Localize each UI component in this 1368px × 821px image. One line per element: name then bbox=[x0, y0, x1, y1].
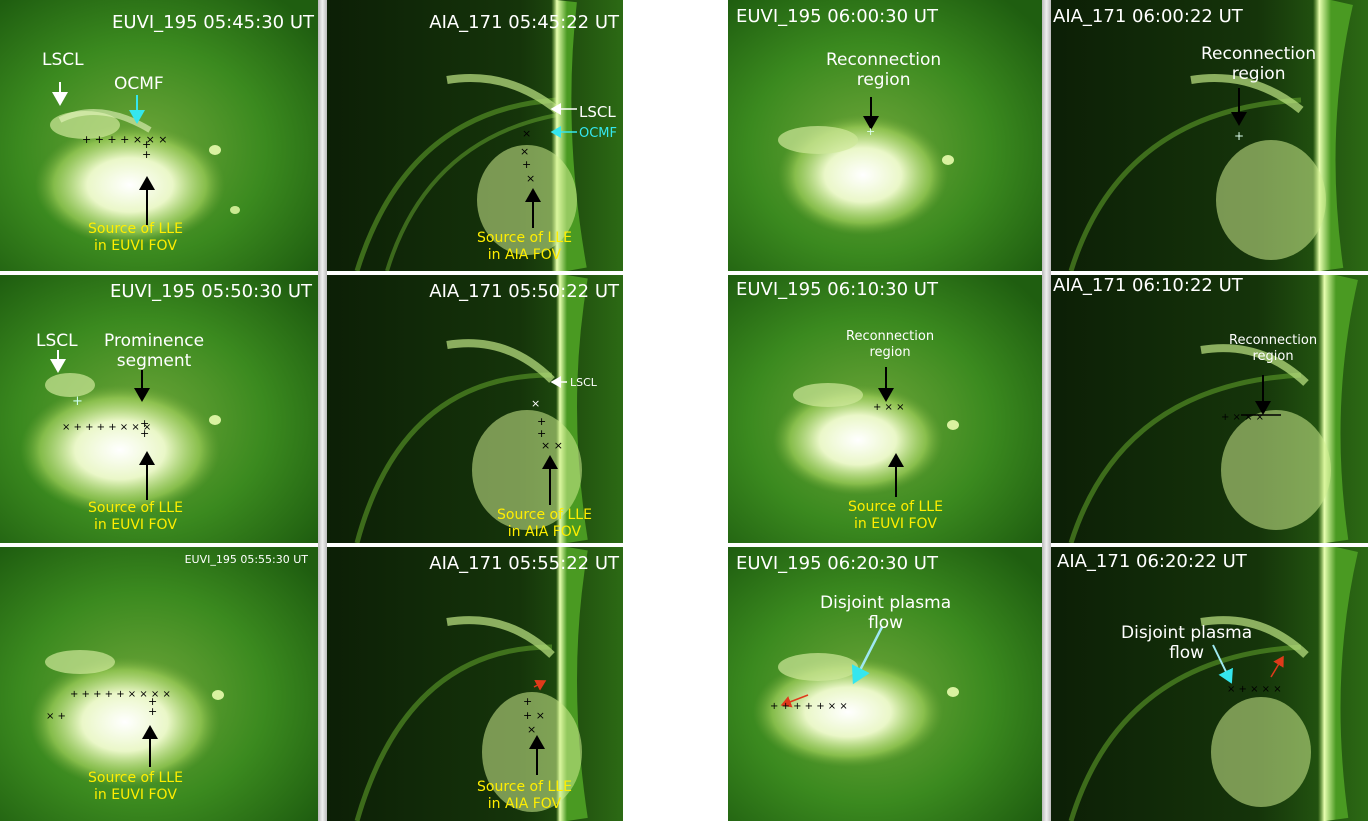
euvi-0610-title: EUVI_195 06:10:30 UT bbox=[736, 279, 938, 300]
ocmf-label: OCMF bbox=[579, 126, 618, 141]
prominence-label: Prominence segment bbox=[104, 331, 205, 371]
euvi-image-0550 bbox=[0, 275, 318, 543]
aia-0600-title: AIA_171 06:00:22 UT bbox=[1053, 6, 1243, 27]
euvi-0545-title: EUVI_195 05:45:30 UT bbox=[112, 12, 314, 33]
panel-separator bbox=[1042, 0, 1051, 821]
euvi-panel-0555: × + + + + + + × × × × + + EUVI_195 05:55… bbox=[0, 547, 318, 821]
source-label: Source of LLE in EUVI FOV bbox=[88, 221, 183, 254]
euvi-panel-0545: + + + + × × × + + EUVI_195 05:45:30 UT L… bbox=[0, 0, 318, 271]
euvi-image-0600 bbox=[728, 0, 1042, 271]
reconnection-label: Reconnection region bbox=[1229, 333, 1318, 364]
euvi-0550-title: EUVI_195 05:50:30 UT bbox=[110, 281, 312, 302]
aia-image-0620 bbox=[1051, 547, 1368, 821]
euvi-image-0545 bbox=[0, 0, 318, 271]
aia-0620-title: AIA_171 06:20:22 UT bbox=[1057, 551, 1247, 572]
lscl-label: LSCL bbox=[42, 50, 84, 70]
euvi-panel-0550: + × + + + + × × × + + EUVI_195 05:50:30 … bbox=[0, 275, 318, 543]
lscl-label: LSCL bbox=[579, 103, 616, 121]
panel-separator bbox=[318, 0, 327, 821]
ocmf-label: OCMF bbox=[114, 74, 164, 94]
aia-panel-0550: × + + × × AIA_171 05:50:22 UT LSCL Sourc… bbox=[327, 275, 623, 543]
euvi-image-0555 bbox=[0, 547, 318, 821]
source-label: Source of LLE in AIA FOV bbox=[497, 507, 592, 540]
aia-image-0555 bbox=[327, 547, 623, 821]
aia-panel-0610: + × × × AIA_171 06:10:22 UT Reconnection… bbox=[1051, 275, 1368, 543]
source-label: Source of LLE in EUVI FOV bbox=[848, 499, 943, 532]
aia-panel-0620: × + × × × AIA_171 06:20:22 UT Disjoint p… bbox=[1051, 547, 1368, 821]
euvi-panel-0600: + EUVI_195 06:00:30 UT Reconnection regio… bbox=[728, 0, 1042, 271]
reconnection-label: Reconnection region bbox=[1201, 44, 1317, 84]
lscl-label: LSCL bbox=[570, 376, 597, 389]
source-label: Source of LLE in EUVI FOV bbox=[88, 770, 183, 803]
aia-image-0600 bbox=[1051, 0, 1368, 271]
aia-image-0550 bbox=[327, 275, 623, 543]
source-label: Source of LLE in AIA FOV bbox=[477, 779, 572, 812]
aia-0555-title: AIA_171 05:55:22 UT bbox=[429, 553, 619, 574]
euvi-image-0620 bbox=[728, 547, 1042, 821]
aia-panel-0555: + + × × AIA_171 05:55:22 UT Source of LL… bbox=[327, 547, 623, 821]
aia-panel-0600: + AIA_171 06:00:22 UT Reconnection region bbox=[1051, 0, 1368, 271]
aia-panel-0545: × × + × AIA_171 05:45:22 UT LSCL OCMF So… bbox=[327, 0, 623, 271]
reconnection-label: Reconnection region bbox=[826, 50, 942, 90]
disjoint-flow-label: Disjoint plasma flow bbox=[820, 593, 952, 633]
euvi-image-0610 bbox=[728, 275, 1042, 543]
aia-0610-title: AIA_171 06:10:22 UT bbox=[1053, 275, 1243, 296]
aia-0545-title: AIA_171 05:45:22 UT bbox=[429, 12, 619, 33]
source-label: Source of LLE in AIA FOV bbox=[477, 230, 572, 263]
euvi-0555-title: EUVI_195 05:55:30 UT bbox=[184, 553, 308, 566]
reconnection-label: Reconnection region bbox=[846, 329, 935, 360]
source-label: Source of LLE in EUVI FOV bbox=[88, 500, 183, 533]
disjoint-flow-label: Disjoint plasma flow bbox=[1121, 623, 1253, 663]
euvi-panel-0620: + + + + + × × EUVI_195 06:20:30 UT Disjo… bbox=[728, 547, 1042, 821]
aia-image-0610 bbox=[1051, 275, 1368, 543]
euvi-panel-0610: + × × EUVI_195 06:10:30 UT Reconnection r… bbox=[728, 275, 1042, 543]
euvi-0620-title: EUVI_195 06:20:30 UT bbox=[736, 553, 938, 574]
aia-0550-title: AIA_171 05:50:22 UT bbox=[429, 281, 619, 302]
euvi-0600-title: EUVI_195 06:00:30 UT bbox=[736, 6, 938, 27]
lscl-label: LSCL bbox=[36, 331, 78, 351]
